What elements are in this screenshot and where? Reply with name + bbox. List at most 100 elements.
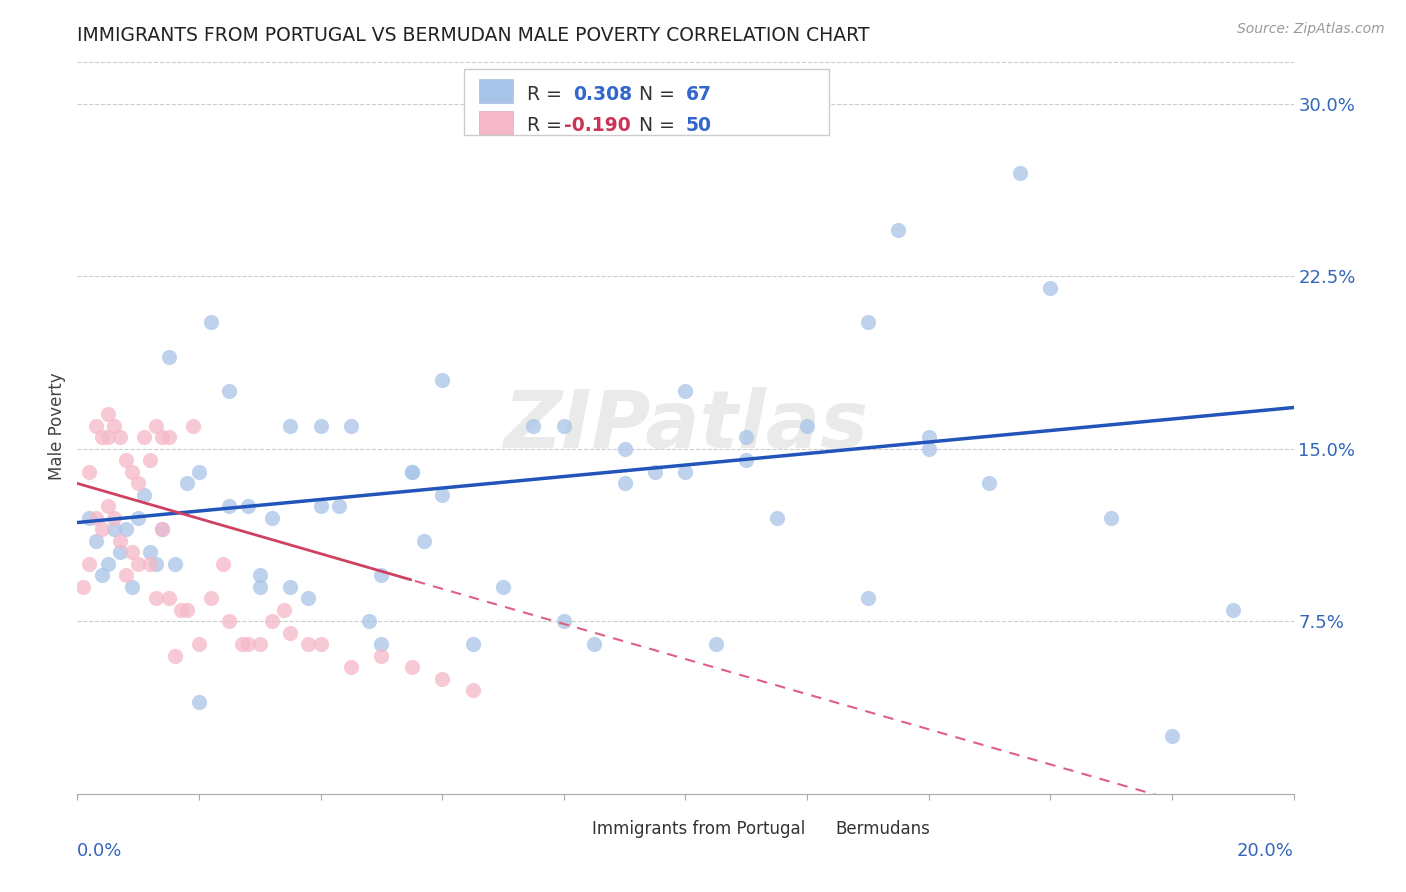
Point xyxy=(84,418,107,433)
Text: Source: ZipAtlas.com: Source: ZipAtlas.com xyxy=(1237,22,1385,37)
Point xyxy=(644,465,666,479)
Point xyxy=(108,533,131,548)
Point xyxy=(181,418,204,433)
Point xyxy=(163,648,186,663)
Point xyxy=(461,683,484,698)
Point xyxy=(328,500,350,514)
Point xyxy=(430,672,453,686)
Point xyxy=(188,695,211,709)
Point xyxy=(103,523,125,537)
Point xyxy=(735,430,758,444)
Point xyxy=(430,488,453,502)
Text: N =: N = xyxy=(640,116,681,135)
Point xyxy=(176,476,198,491)
Bar xyxy=(478,111,513,134)
Point xyxy=(97,500,120,514)
Point xyxy=(260,511,283,525)
Point xyxy=(887,223,910,237)
Point xyxy=(127,557,149,571)
Point xyxy=(613,442,636,456)
Point xyxy=(401,660,423,674)
Point xyxy=(309,418,332,433)
Point xyxy=(90,430,112,444)
Point xyxy=(553,418,575,433)
Point xyxy=(121,465,143,479)
Point xyxy=(103,511,125,525)
Point xyxy=(309,637,332,651)
Point xyxy=(401,465,423,479)
Point xyxy=(236,637,259,651)
Point xyxy=(84,533,107,548)
Point xyxy=(260,615,283,629)
Point xyxy=(273,603,295,617)
Point xyxy=(492,580,515,594)
Point xyxy=(340,418,363,433)
Point xyxy=(97,557,120,571)
Point xyxy=(84,511,107,525)
Point xyxy=(461,637,484,651)
Point xyxy=(176,603,198,617)
Point xyxy=(553,615,575,629)
Point xyxy=(72,580,94,594)
Point xyxy=(249,580,271,594)
Text: 50: 50 xyxy=(686,116,711,135)
Text: 0.308: 0.308 xyxy=(574,85,633,103)
Point xyxy=(675,384,697,399)
Point xyxy=(856,315,879,329)
Point xyxy=(127,476,149,491)
Point xyxy=(249,568,271,582)
Point xyxy=(212,557,235,571)
Text: 20.0%: 20.0% xyxy=(1237,842,1294,860)
Point xyxy=(108,545,131,559)
Point xyxy=(370,637,392,651)
Point xyxy=(90,568,112,582)
Point xyxy=(157,430,180,444)
Point xyxy=(278,418,301,433)
Point xyxy=(1161,730,1184,744)
Point xyxy=(1008,166,1031,180)
Point xyxy=(139,557,162,571)
Point xyxy=(522,418,544,433)
Point xyxy=(704,637,727,651)
Point xyxy=(278,626,301,640)
Point xyxy=(249,637,271,651)
Point xyxy=(163,557,186,571)
Y-axis label: Male Poverty: Male Poverty xyxy=(48,372,66,480)
Point xyxy=(236,500,259,514)
Point xyxy=(97,430,120,444)
Point xyxy=(152,523,174,537)
Point xyxy=(231,637,253,651)
Point xyxy=(152,430,174,444)
Point xyxy=(152,523,174,537)
Point xyxy=(115,453,138,467)
Point xyxy=(103,418,125,433)
Point xyxy=(145,557,167,571)
Point xyxy=(115,568,138,582)
Point xyxy=(359,615,381,629)
Point xyxy=(218,384,240,399)
Point xyxy=(297,591,319,606)
Point xyxy=(340,660,363,674)
Point xyxy=(134,488,156,502)
Point xyxy=(1099,511,1122,525)
Point xyxy=(157,591,180,606)
Point xyxy=(145,591,167,606)
Point xyxy=(613,476,636,491)
Point xyxy=(121,580,143,594)
Point xyxy=(200,315,222,329)
Text: ZIPatlas: ZIPatlas xyxy=(503,387,868,465)
Text: N =: N = xyxy=(640,85,681,103)
Text: 0.0%: 0.0% xyxy=(77,842,122,860)
Point xyxy=(218,500,240,514)
Point xyxy=(979,476,1001,491)
Point xyxy=(413,533,436,548)
Point xyxy=(134,430,156,444)
Point xyxy=(79,465,101,479)
Point xyxy=(90,523,112,537)
Point xyxy=(170,603,193,617)
Point xyxy=(108,430,131,444)
Point xyxy=(115,523,138,537)
Point xyxy=(79,557,101,571)
Point xyxy=(139,453,162,467)
Point xyxy=(97,408,120,422)
